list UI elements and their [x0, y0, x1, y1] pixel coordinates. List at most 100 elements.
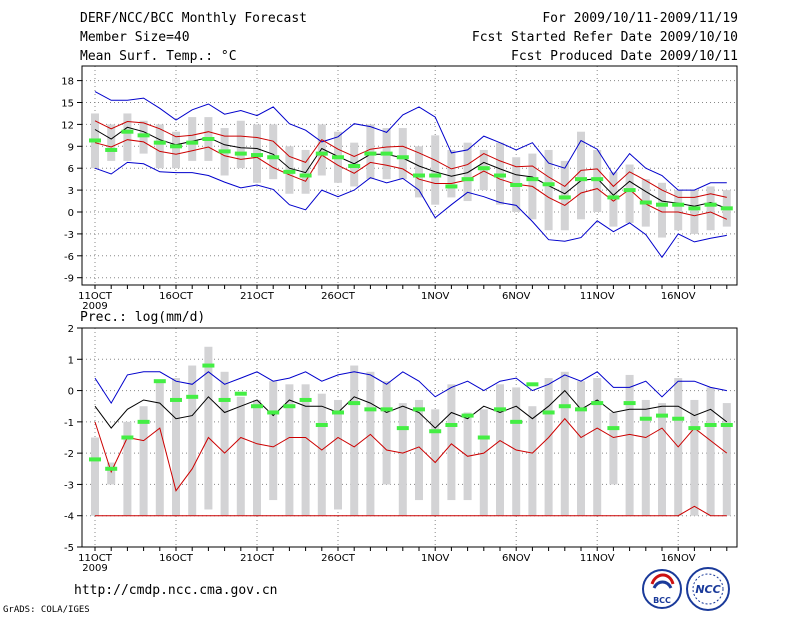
chart2-ensemble-box	[253, 399, 261, 516]
chart1-ensemble-box	[415, 146, 423, 198]
member-size: Member Size=40	[80, 30, 190, 45]
chart2-median-mark	[494, 407, 506, 412]
chart2-xtick-label: 16OCT	[159, 553, 194, 564]
chart2-ensemble-box	[398, 403, 407, 516]
chart2-median-mark	[380, 407, 393, 412]
ncc-logo: NCC	[686, 567, 730, 611]
chart2-ensemble-box	[301, 384, 310, 516]
chart2-median-mark	[575, 407, 587, 412]
chart2-median-mark	[510, 419, 523, 424]
chart1-median-mark	[445, 184, 458, 189]
chart2-median-mark	[137, 419, 150, 424]
chart1-ytick-label: 12	[61, 120, 74, 131]
chart2-median-mark	[639, 416, 652, 421]
chart2-series-max	[94, 371, 727, 405]
variable-temp-label: Mean Surf. Temp.: °C	[80, 49, 237, 64]
chart2-ensemble-box	[447, 384, 456, 501]
chart2-xtick-label: 1NOV	[421, 553, 450, 564]
chart1-median-mark	[283, 169, 296, 174]
chart1-ensemble-box	[431, 135, 440, 205]
chart2-ensemble-box	[625, 374, 634, 516]
chart2-ensemble-box	[220, 371, 229, 516]
chart2-frame	[81, 327, 738, 548]
chart2-ensemble-box	[690, 399, 699, 516]
chart1-median-mark	[153, 140, 166, 145]
chart1-ensemble-box	[447, 149, 456, 198]
chart2-ensemble-box	[560, 371, 569, 516]
forecast-period: For 2009/10/11-2009/11/19	[542, 11, 738, 26]
chart2-ensemble-box	[706, 387, 715, 516]
chart2-ytick-label: 2	[68, 324, 74, 335]
chart1-xtick-label: 16NOV	[661, 291, 696, 302]
chart2-ensemble-box	[641, 399, 650, 516]
website-url[interactable]: http://cmdp.ncc.cma.gov.cn	[74, 583, 278, 598]
chart1-ytick-label: 9	[68, 142, 74, 153]
chart2-median-mark	[396, 426, 409, 431]
chart1-series-lower	[94, 139, 728, 220]
chart2-ensemble-box	[722, 403, 731, 516]
chart2-median-mark	[364, 407, 377, 412]
chart2-median-mark	[688, 426, 701, 431]
chart1-median-mark	[89, 138, 101, 143]
chart2-ytick-label: 0	[68, 387, 74, 398]
chart2-xtick-label: 16NOV	[661, 553, 696, 564]
chart2-median-mark	[413, 407, 425, 412]
chart2-ensemble-box	[512, 387, 521, 516]
chart2-median-mark	[672, 416, 685, 421]
chart1-median-mark	[704, 202, 717, 207]
chart2-ensemble-box	[204, 346, 213, 510]
chart2-median-mark	[607, 426, 620, 431]
chart1-median-mark	[510, 182, 523, 187]
forecast-started-date: Fcst Started Refer Date 2009/10/10	[471, 30, 738, 45]
chart1-series-min	[94, 161, 727, 259]
chart2-ytick-label: 1	[68, 355, 74, 366]
chart2-ensemble-box	[415, 399, 423, 501]
chart2-median-mark	[445, 422, 458, 427]
chart1-median-mark	[364, 151, 377, 156]
chart2-ytick-label: -2	[64, 449, 74, 460]
chart2-ytick-label: -4	[64, 512, 74, 523]
chart2-median-mark	[526, 382, 539, 387]
chart2-median-mark	[186, 394, 199, 399]
chart1-median-mark	[348, 164, 361, 169]
chart2-ensemble-box	[658, 403, 666, 516]
chart2-median-mark	[218, 397, 231, 402]
chart1-xtick-label: 16OCT	[159, 291, 194, 302]
chart2-series-min	[95, 505, 727, 517]
chart1-median-mark	[121, 129, 134, 134]
chart2-ensemble-box	[155, 381, 164, 516]
chart2-ensemble-box	[236, 396, 245, 516]
chart2-ensemble-box	[188, 365, 197, 516]
chart1-xtick-label: 26OCT	[321, 291, 356, 302]
chart1-ensemble-box	[544, 149, 553, 231]
chart2-xtick-label: 6NOV	[502, 553, 531, 564]
forecast-title: DERF/NCC/BCC Monthly Forecast	[80, 11, 307, 26]
chart2-median-mark	[542, 410, 555, 415]
chart2-median-mark	[623, 401, 636, 406]
chart1-ensemble-box	[123, 113, 132, 161]
chart2-median-mark	[720, 422, 733, 427]
chart2-median-mark	[202, 363, 215, 368]
chart1-median-mark	[639, 200, 652, 205]
bcc-logo-text: BCC	[653, 596, 671, 605]
chart1-series-max	[94, 91, 727, 191]
chart2-series-mean	[94, 389, 728, 429]
chart2-median-mark	[105, 466, 118, 471]
chart2-ytick-label: -1	[64, 418, 74, 429]
chart1-median-mark	[202, 137, 215, 141]
chart1-ensemble-box	[674, 190, 683, 231]
chart2-median-mark	[283, 404, 296, 409]
chart2-year-label: 2009	[82, 563, 107, 574]
chart1-median-mark	[170, 144, 182, 149]
chart2-median-mark	[591, 401, 604, 406]
chart1-frame	[81, 65, 738, 286]
chart2-median-mark	[429, 429, 442, 434]
chart2-median-mark	[704, 422, 717, 427]
chart2-ensemble-box	[285, 384, 294, 516]
chart1-ensemble-box	[690, 190, 699, 234]
chart2-series-lower	[94, 417, 728, 492]
chart1-ensemble-box	[398, 128, 407, 180]
chart1-ensemble-box	[188, 117, 197, 161]
chart1-xtick-label: 1NOV	[421, 291, 450, 302]
